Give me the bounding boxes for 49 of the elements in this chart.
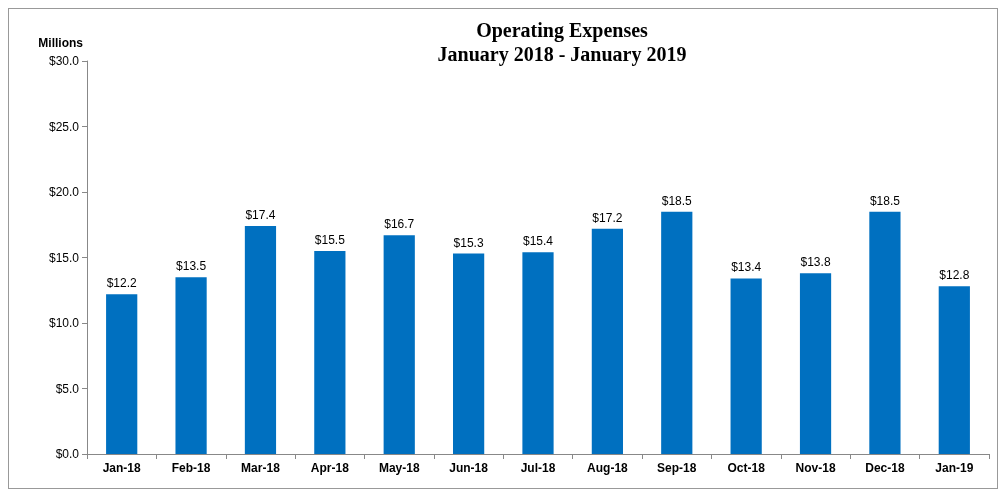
x-tick-label: Aug-18 — [587, 461, 629, 475]
bar — [106, 294, 138, 454]
chart-title: Operating Expenses — [476, 19, 649, 42]
x-tick-label: Apr-18 — [310, 461, 350, 475]
x-tick-label: Nov-18 — [795, 461, 836, 475]
x-tick-label: Dec-18 — [865, 461, 905, 475]
x-tick-label: Jul-18 — [520, 461, 556, 475]
data-label: $15.3 — [453, 235, 484, 250]
x-tick-label: Mar-18 — [241, 461, 281, 475]
bar — [661, 211, 693, 454]
y-tick-label: $5.0 — [55, 381, 80, 396]
data-label: $12.2 — [106, 276, 138, 291]
y-tick-label: $30.0 — [48, 54, 80, 68]
x-tick-label: Jun-18 — [449, 461, 489, 475]
y-tick-label: $25.0 — [48, 119, 80, 134]
bar — [244, 226, 277, 454]
bar — [383, 235, 415, 454]
data-label: $18.5 — [661, 193, 693, 208]
y-tick-label: $20.0 — [48, 185, 80, 199]
bar — [938, 286, 970, 454]
y-tick-label: $15.0 — [48, 250, 80, 265]
x-tick-label: Jan-18 — [102, 461, 142, 475]
data-label: $13.5 — [176, 259, 207, 274]
x-tick-label: Jan-19 — [935, 461, 974, 475]
data-label: $18.5 — [869, 193, 901, 208]
data-label: $16.7 — [384, 217, 415, 232]
bar — [522, 252, 554, 454]
data-label: $15.5 — [314, 232, 346, 247]
data-label: $15.4 — [522, 234, 554, 249]
bar — [799, 273, 832, 454]
data-label: $13.8 — [800, 255, 831, 270]
data-label: $12.8 — [939, 268, 970, 283]
bar — [314, 250, 346, 454]
data-label: $13.4 — [731, 260, 762, 275]
chart-subtitle: January 2018 - January 2019 — [437, 43, 687, 66]
y-axis-title: Millions — [38, 36, 84, 50]
x-tick-label: Sep-18 — [657, 461, 697, 475]
bar — [591, 228, 623, 454]
y-tick-label: $10.0 — [48, 316, 80, 330]
data-label: $17.2 — [592, 210, 623, 225]
y-tick-label: $0.0 — [55, 447, 80, 461]
data-label: $17.4 — [245, 208, 276, 223]
bar — [730, 278, 762, 454]
x-tick-label: May-18 — [378, 461, 420, 475]
bar — [453, 253, 485, 454]
x-tick-label: Oct-18 — [727, 461, 766, 475]
bar — [869, 211, 901, 454]
bar — [175, 277, 207, 454]
x-tick-label: Feb-18 — [171, 461, 211, 475]
